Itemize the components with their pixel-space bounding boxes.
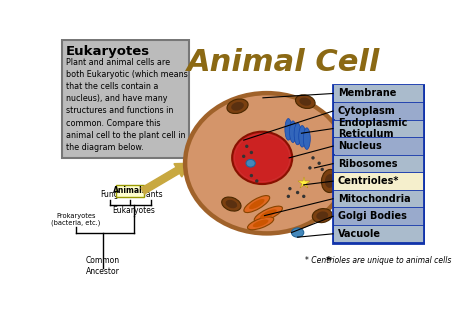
Circle shape	[288, 187, 292, 190]
Ellipse shape	[303, 128, 310, 149]
Ellipse shape	[244, 195, 270, 213]
Ellipse shape	[231, 102, 244, 111]
Text: Eukaryotes: Eukaryotes	[66, 45, 150, 58]
FancyBboxPatch shape	[334, 85, 423, 102]
Text: Fungi: Fungi	[100, 190, 121, 199]
Circle shape	[311, 156, 315, 160]
Text: Eukaryotes: Eukaryotes	[112, 206, 155, 215]
Ellipse shape	[299, 126, 306, 147]
Ellipse shape	[222, 197, 241, 211]
Text: Plant and animal cells are
both Eukaryotic (which means
that the cells contain a: Plant and animal cells are both Eukaryot…	[66, 58, 188, 152]
FancyBboxPatch shape	[334, 208, 423, 225]
FancyBboxPatch shape	[334, 103, 423, 119]
Circle shape	[255, 179, 258, 183]
Ellipse shape	[290, 121, 296, 143]
Text: Mitochondria: Mitochondria	[337, 194, 410, 204]
Text: Endoplasmic
Reticulum: Endoplasmic Reticulum	[337, 118, 407, 139]
Text: Centrioles*: Centrioles*	[337, 176, 399, 186]
Circle shape	[302, 195, 305, 198]
Circle shape	[296, 191, 299, 194]
Ellipse shape	[254, 206, 283, 222]
Ellipse shape	[312, 209, 332, 223]
Text: Membrane: Membrane	[337, 89, 396, 99]
Text: Prokaryotes
(bacteria, etc.): Prokaryotes (bacteria, etc.)	[51, 213, 100, 226]
Text: Cytoplasm: Cytoplasm	[337, 106, 395, 116]
Circle shape	[250, 174, 253, 177]
Text: Nucleus: Nucleus	[337, 141, 382, 151]
FancyBboxPatch shape	[334, 190, 423, 207]
Ellipse shape	[183, 91, 351, 236]
Text: Animal Cell: Animal Cell	[187, 48, 381, 77]
FancyBboxPatch shape	[116, 185, 144, 197]
FancyBboxPatch shape	[334, 138, 423, 154]
Text: Golgi Bodies: Golgi Bodies	[337, 211, 407, 221]
FancyBboxPatch shape	[334, 120, 423, 137]
Text: *: *	[325, 256, 331, 266]
Ellipse shape	[247, 217, 274, 230]
Ellipse shape	[186, 94, 347, 232]
Ellipse shape	[227, 99, 248, 114]
Ellipse shape	[325, 174, 335, 188]
Circle shape	[245, 145, 248, 148]
Text: Ribosomes: Ribosomes	[337, 159, 397, 169]
FancyBboxPatch shape	[333, 85, 424, 243]
FancyBboxPatch shape	[334, 173, 423, 190]
Text: Common
Ancestor: Common Ancestor	[86, 256, 120, 276]
Circle shape	[318, 161, 321, 165]
Ellipse shape	[249, 199, 264, 209]
Ellipse shape	[292, 228, 304, 237]
Text: Vacuole: Vacuole	[337, 229, 381, 239]
Ellipse shape	[260, 209, 277, 219]
Circle shape	[250, 151, 253, 154]
Ellipse shape	[246, 160, 255, 167]
Text: Animals: Animals	[113, 187, 147, 195]
Circle shape	[308, 166, 311, 169]
Circle shape	[242, 155, 246, 158]
Circle shape	[320, 168, 324, 171]
FancyBboxPatch shape	[334, 155, 423, 172]
Ellipse shape	[300, 98, 311, 106]
Ellipse shape	[232, 132, 292, 184]
Ellipse shape	[253, 220, 268, 227]
Text: * Centrioles are unique to animal cells: * Centrioles are unique to animal cells	[305, 256, 452, 265]
FancyBboxPatch shape	[334, 225, 423, 242]
Ellipse shape	[295, 95, 315, 108]
Text: Plants: Plants	[139, 190, 163, 199]
Ellipse shape	[321, 169, 338, 193]
FancyBboxPatch shape	[62, 40, 189, 158]
Ellipse shape	[294, 123, 301, 145]
Circle shape	[287, 195, 290, 198]
Ellipse shape	[316, 212, 328, 220]
Ellipse shape	[285, 118, 292, 140]
Ellipse shape	[226, 200, 237, 208]
FancyArrow shape	[141, 163, 190, 194]
